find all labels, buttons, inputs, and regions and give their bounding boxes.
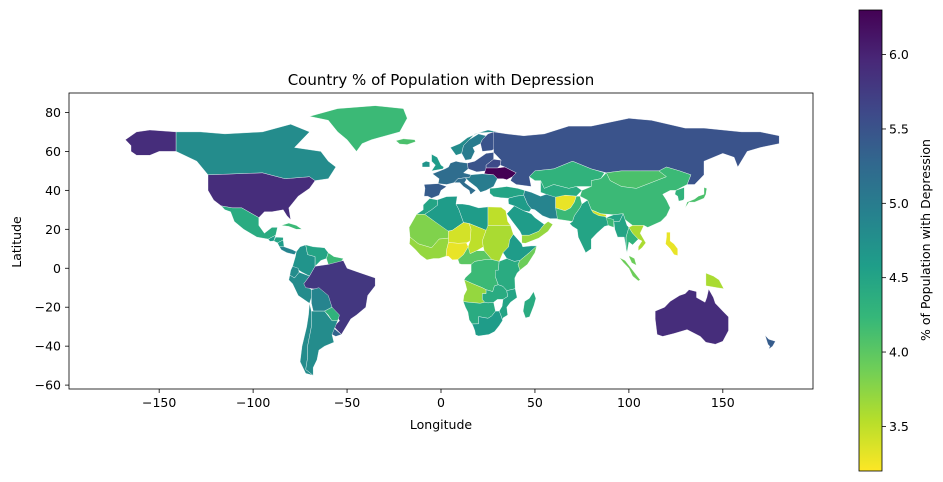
region-cuba bbox=[281, 222, 303, 230]
x-axis-ticks: −150 −100 −50 0 50 100 150 bbox=[142, 389, 735, 410]
x-tick-label: −100 bbox=[236, 395, 270, 410]
y-tick-label: 40 bbox=[45, 183, 61, 198]
region-malaysia bbox=[628, 255, 637, 266]
colorbar-gradient bbox=[858, 9, 883, 472]
region-japan bbox=[685, 187, 707, 208]
region-norway bbox=[450, 129, 498, 156]
colorbar-tick-label: 5.0 bbox=[889, 196, 909, 211]
region-united-states bbox=[207, 172, 316, 221]
region-nepal bbox=[590, 209, 607, 217]
colorbar-tick-label: 5.5 bbox=[889, 121, 909, 136]
x-tick-label: 0 bbox=[437, 395, 445, 410]
region-central-asia bbox=[540, 180, 583, 200]
region-alaska-united-states bbox=[125, 129, 177, 156]
x-tick-label: 50 bbox=[527, 395, 543, 410]
region-mexico bbox=[220, 205, 278, 240]
region-iceland bbox=[395, 138, 416, 145]
region-australia bbox=[655, 288, 729, 345]
y-tick-label: −20 bbox=[35, 300, 61, 315]
region-mozambique bbox=[499, 288, 518, 321]
region-western-europe bbox=[432, 161, 472, 185]
region-egypt bbox=[487, 206, 511, 226]
region-spain-portugal bbox=[423, 183, 447, 199]
region-south-africa bbox=[471, 310, 503, 337]
colorbar-tick-label: 6.0 bbox=[889, 47, 909, 62]
region-costa-rica-panama bbox=[279, 246, 297, 255]
y-axis-ticks: 80 60 40 20 0 −20 −40 −60 bbox=[35, 105, 69, 393]
x-tick-label: 100 bbox=[617, 395, 641, 410]
y-tick-label: 60 bbox=[45, 144, 61, 159]
y-axis-label: Latitude bbox=[9, 216, 24, 268]
colorbar-tick-label: 3.5 bbox=[889, 419, 909, 434]
region-philippines bbox=[665, 232, 678, 256]
region-greenland bbox=[309, 105, 408, 152]
x-tick-label: −150 bbox=[142, 395, 176, 410]
region-madagascar bbox=[522, 291, 537, 319]
x-tick-label: 150 bbox=[711, 395, 735, 410]
y-tick-label: 0 bbox=[53, 261, 61, 276]
map-axes: −150 −100 −50 0 50 100 150 80 60 40 20 0 −20 −40 −60 bbox=[35, 92, 814, 410]
colorbar: 3.5 4.0 4.5 5.0 5.5 6.0 % of Population with … bbox=[858, 9, 933, 472]
region-argentina bbox=[305, 310, 338, 376]
region-korea bbox=[674, 187, 685, 202]
region-russia bbox=[493, 118, 780, 187]
region-canada bbox=[175, 124, 337, 181]
region-ireland bbox=[422, 161, 430, 168]
region-new-zealand bbox=[764, 335, 776, 350]
region-balkans bbox=[464, 173, 498, 193]
region-united-kingdom bbox=[431, 154, 445, 172]
y-tick-label: 80 bbox=[45, 105, 61, 120]
colorbar-tick-label: 4.0 bbox=[889, 345, 909, 360]
y-tick-label: −60 bbox=[35, 378, 61, 393]
colorbar-ticks: 3.5 4.0 4.5 5.0 5.5 6.0 bbox=[882, 47, 909, 434]
region-bangladesh bbox=[606, 217, 614, 228]
region-honduras bbox=[273, 236, 284, 244]
x-tick-label: −50 bbox=[334, 395, 360, 410]
region-papua-new-guinea bbox=[705, 272, 725, 289]
y-tick-label: 20 bbox=[45, 222, 61, 237]
colorbar-tick-label: 4.5 bbox=[889, 270, 909, 285]
y-tick-label: −40 bbox=[35, 339, 61, 354]
region-yemen-oman bbox=[521, 221, 554, 244]
colorbar-label: % of Population with Depression bbox=[918, 139, 933, 341]
country-layer bbox=[125, 105, 780, 376]
region-iraq-syria bbox=[508, 195, 532, 212]
x-axis-label: Longitude bbox=[410, 417, 472, 432]
region-venezuela bbox=[305, 244, 329, 267]
region-vietnam-laos bbox=[628, 225, 647, 252]
chart-title: Country % of Population with Depression bbox=[288, 71, 595, 89]
region-indonesia bbox=[619, 257, 641, 282]
